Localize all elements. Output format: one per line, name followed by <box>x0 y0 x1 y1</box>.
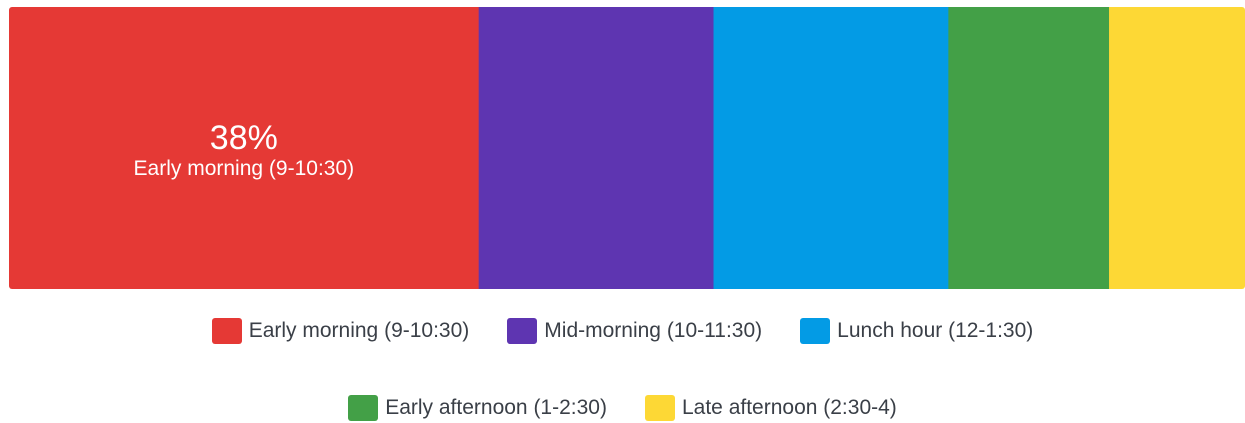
segment-category-label: Early morning (9-10:30) <box>134 157 355 180</box>
bar-segment-2[interactable] <box>478 7 715 289</box>
legend-row-2: Early afternoon (1-2:30) Late afternoon (… <box>0 395 1245 421</box>
legend-item[interactable]: Early afternoon (1-2:30) <box>348 395 607 421</box>
legend-row-1: Early morning (9-10:30) Mid-morning (10-1… <box>0 318 1245 344</box>
legend-swatch <box>348 395 379 421</box>
legend-swatch <box>800 318 831 344</box>
legend-label: Late afternoon (2:30-4) <box>681 396 897 419</box>
legend-item[interactable]: Early morning (9-10:30) <box>211 318 470 344</box>
legend-label: Early afternoon (1-2:30) <box>385 396 607 419</box>
legend-label: Early morning (9-10:30) <box>248 319 470 342</box>
legend-swatch <box>211 318 242 344</box>
bar-segment-4[interactable] <box>948 7 1110 289</box>
bar-segment-1[interactable] <box>9 7 480 289</box>
bar-segment-5[interactable] <box>1109 7 1245 289</box>
legend-label: Lunch hour (12-1:30) <box>837 319 1034 342</box>
segment-value-label: 38% <box>210 119 278 157</box>
legend-label: Mid-morning (10-11:30) <box>544 319 763 342</box>
legend-item[interactable]: Lunch hour (12-1:30) <box>800 318 1033 344</box>
bar-segment-3[interactable] <box>713 7 949 289</box>
stacked-bar-chart: 38%Early morning (9-10:30) <box>9 7 1245 289</box>
legend-swatch <box>644 395 675 421</box>
legend-swatch <box>507 318 538 344</box>
legend-item[interactable]: Late afternoon (2:30-4) <box>644 395 897 421</box>
legend-item[interactable]: Mid-morning (10-11:30) <box>507 318 762 344</box>
